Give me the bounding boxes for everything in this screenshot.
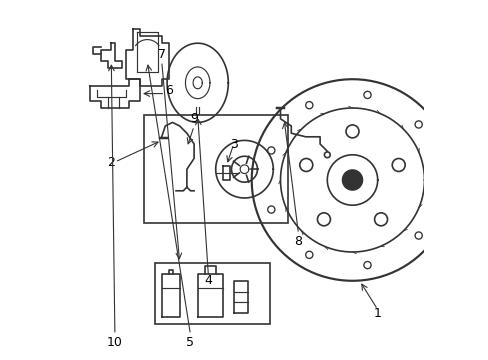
Circle shape [305, 251, 312, 258]
Text: 10: 10 [107, 336, 122, 348]
Text: 5: 5 [186, 336, 194, 348]
Circle shape [299, 158, 312, 171]
Circle shape [305, 102, 312, 109]
Circle shape [363, 91, 370, 99]
Circle shape [414, 121, 422, 128]
Circle shape [346, 125, 358, 138]
Circle shape [267, 206, 274, 213]
Text: 1: 1 [373, 307, 381, 320]
Text: 6: 6 [164, 84, 172, 96]
Text: 4: 4 [204, 274, 212, 287]
Bar [154, 263, 269, 324]
Text: 2: 2 [107, 156, 115, 168]
Circle shape [267, 147, 274, 154]
Bar [143, 115, 287, 223]
Circle shape [434, 176, 442, 184]
Text: 3: 3 [229, 138, 237, 150]
Circle shape [342, 170, 362, 190]
Circle shape [317, 213, 330, 226]
Circle shape [363, 261, 370, 269]
Circle shape [391, 158, 405, 171]
Circle shape [414, 232, 422, 239]
Text: 9: 9 [190, 112, 198, 125]
Circle shape [374, 213, 387, 226]
Text: 7: 7 [157, 48, 165, 60]
Text: 8: 8 [294, 235, 302, 248]
